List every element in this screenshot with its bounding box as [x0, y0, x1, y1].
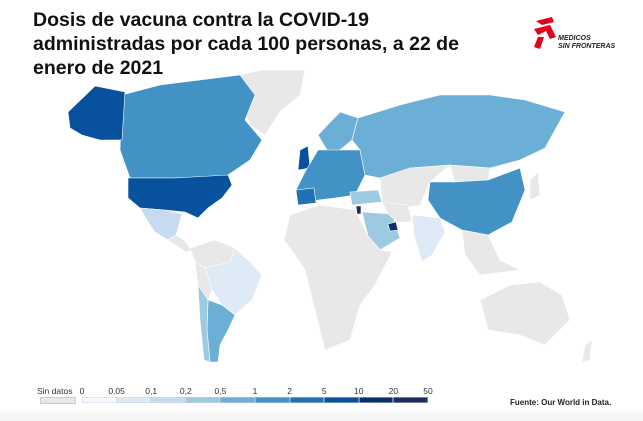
- country-australia[interactable]: [479, 281, 571, 346]
- legend-tick-label: 1: [252, 386, 258, 396]
- legend-swatch: [393, 397, 428, 403]
- logo-text-1: MEDICOS: [558, 35, 591, 42]
- legend-tick-label: 0,5: [214, 386, 227, 396]
- page-title: Dosis de vacuna contra la COVID-19 admin…: [33, 9, 459, 79]
- msf-runner-icon: [534, 17, 556, 49]
- legend-tick-label: 0,1: [145, 386, 158, 396]
- country-israel[interactable]: [355, 205, 362, 215]
- country-iran[interactable]: [381, 201, 413, 223]
- country-turkey[interactable]: [349, 189, 383, 206]
- country-uae[interactable]: [387, 221, 399, 232]
- legend-no-data-swatch: [40, 397, 76, 404]
- legend-tick-label: 0,2: [179, 386, 192, 396]
- legend-swatch: [358, 397, 394, 403]
- legend-swatch: [220, 397, 255, 403]
- country-brazil[interactable]: [204, 247, 263, 316]
- country-india[interactable]: [411, 214, 446, 263]
- country-canada[interactable]: [119, 74, 263, 179]
- legend-swatch: [185, 397, 221, 403]
- legend-swatch: [324, 397, 359, 403]
- country-japan[interactable]: [529, 171, 541, 201]
- legend-tick-label: 2: [287, 386, 292, 396]
- country-chile[interactable]: [197, 283, 211, 363]
- country-saudi-arabia[interactable]: [361, 211, 401, 251]
- msf-logo: MEDICOS SIN FRONTERAS: [530, 15, 620, 55]
- legend-swatch: [116, 397, 152, 403]
- legend-tick-label: 20: [388, 386, 399, 396]
- country-africa[interactable]: [283, 204, 393, 351]
- country-peru-bolivia[interactable]: [194, 261, 213, 301]
- legend-swatch: [289, 397, 325, 403]
- country-mongolia[interactable]: [449, 164, 491, 183]
- source-note: Fuente: Our World in Data.: [510, 398, 612, 407]
- country-russia[interactable]: [351, 94, 566, 179]
- country-usa[interactable]: [127, 174, 233, 219]
- country-alaska-usa[interactable]: [67, 85, 126, 141]
- legend-swatch: [255, 397, 290, 403]
- bottom-fade: [0, 408, 643, 421]
- legend-no-data-label: Sin datos: [37, 386, 73, 396]
- country-spain[interactable]: [295, 187, 317, 206]
- country-scandinavia[interactable]: [317, 111, 359, 156]
- country-china[interactable]: [427, 167, 526, 236]
- country-new-zealand[interactable]: [581, 339, 593, 363]
- legend-swatch: [151, 397, 186, 403]
- legend-tick-label: 5: [321, 386, 327, 396]
- legend-tick-label: 0: [79, 386, 85, 396]
- legend-swatch: [82, 397, 117, 403]
- legend-tick-label: 50: [423, 386, 433, 396]
- legend-tick-label: 10: [354, 386, 364, 396]
- country-southeast-asia[interactable]: [461, 229, 522, 276]
- country-central-america[interactable]: [167, 234, 193, 253]
- logo-text-2: SIN FRONTERAS: [558, 43, 616, 50]
- legend-tick-label: 0,05: [108, 386, 125, 396]
